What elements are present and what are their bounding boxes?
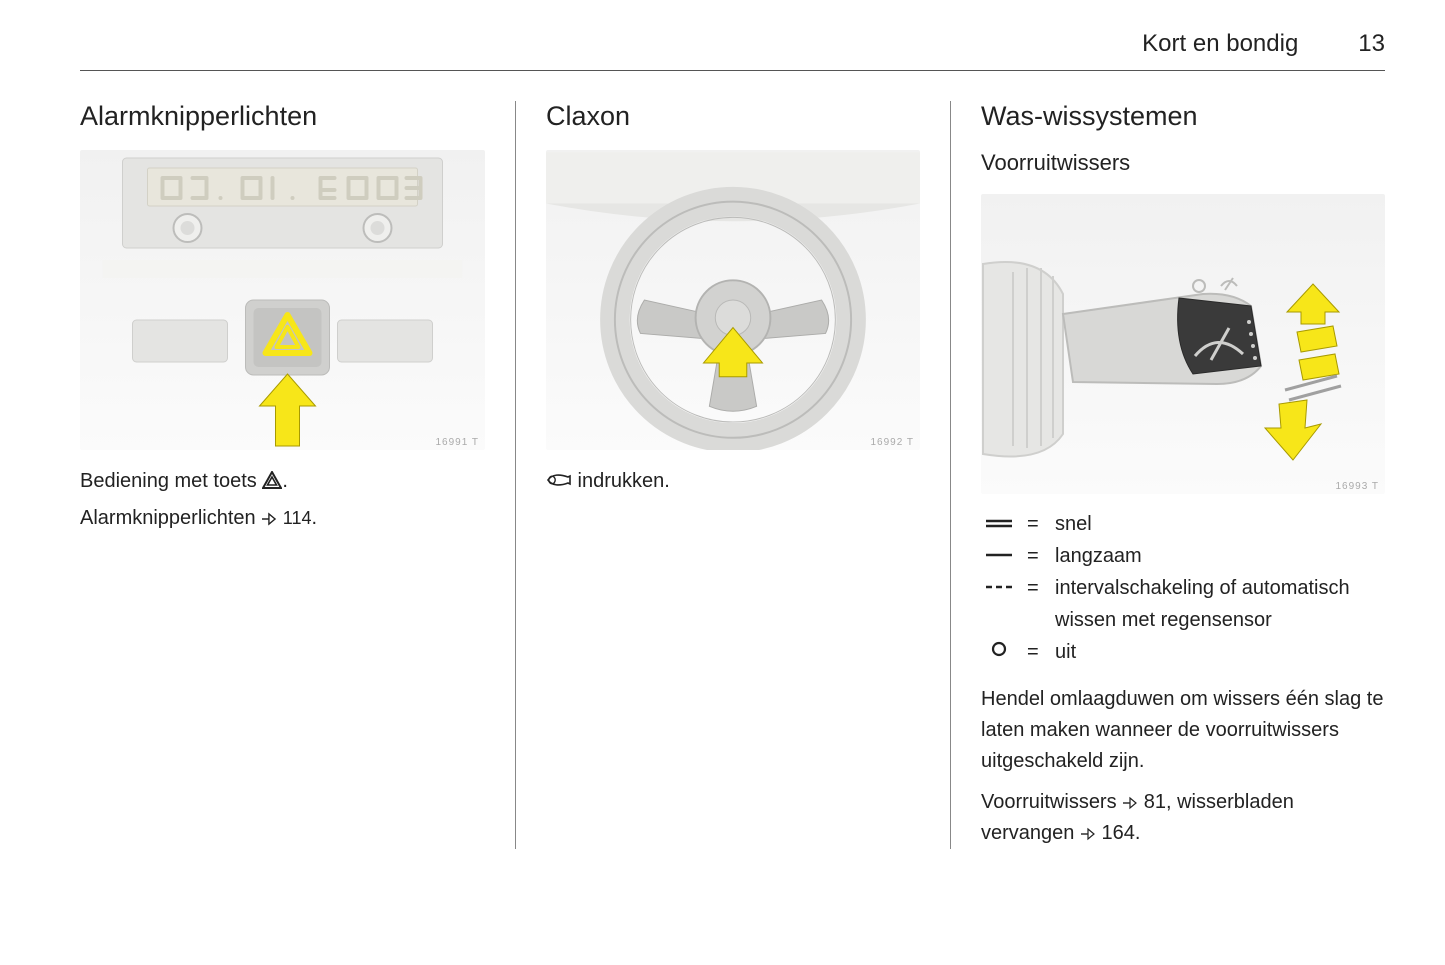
fast-symbol-icon bbox=[984, 516, 1014, 530]
col3-ref2: 164 bbox=[1102, 822, 1135, 844]
header-page-number: 13 bbox=[1358, 30, 1385, 58]
header-section: Kort en bondig bbox=[1142, 30, 1298, 58]
col1-text2: Alarmknipperlichten 114. bbox=[80, 503, 485, 534]
col3-para2-after: . bbox=[1135, 822, 1141, 844]
col-hazard-lights: Alarmknipperlichten bbox=[80, 101, 515, 849]
columns: Alarmknipperlichten bbox=[80, 101, 1385, 849]
hazard-triangle-icon bbox=[262, 471, 282, 489]
legend-row-slow: = langzaam bbox=[981, 540, 1385, 572]
col-horn: Claxon bbox=[515, 101, 950, 849]
off-symbol-icon bbox=[984, 640, 1014, 658]
col3-para1: Hendel omlaagduwen om wissers één slag t… bbox=[981, 684, 1385, 777]
col1-text2-after: . bbox=[311, 507, 317, 529]
col1-title: Alarmknipperlichten bbox=[80, 101, 485, 132]
figure-steering-wheel: 16992 T bbox=[546, 150, 920, 450]
legend-desc-fast: snel bbox=[1055, 508, 1385, 540]
legend-sym-off bbox=[981, 636, 1017, 668]
horn-icon bbox=[546, 471, 572, 489]
page-ref-arrow-icon bbox=[1122, 796, 1138, 810]
page-ref-arrow-icon bbox=[261, 512, 277, 526]
col3-para2: Voorruitwissers 81, wisserbladen vervang… bbox=[981, 787, 1385, 849]
legend-desc-off: uit bbox=[1055, 636, 1385, 668]
figure3-id: 16993 T bbox=[1335, 481, 1379, 492]
figure-wiper-stalk: 16993 T bbox=[981, 194, 1385, 494]
col2-text1-text: indrukken. bbox=[572, 470, 670, 492]
col2-text1: indrukken. bbox=[546, 466, 920, 497]
legend-row-fast: = snel bbox=[981, 508, 1385, 540]
wiper-stalk-illustration bbox=[981, 194, 1385, 494]
col1-text2-before: Alarmknipperlichten bbox=[80, 507, 261, 529]
interval-symbol-icon bbox=[984, 580, 1014, 594]
col2-title: Claxon bbox=[546, 101, 920, 132]
col3-title: Was-wissystemen bbox=[981, 101, 1385, 132]
col3-ref1: 81 bbox=[1144, 791, 1166, 813]
col-wiper-systems: Was-wissystemen Voorruitwissers bbox=[950, 101, 1385, 849]
legend-eq: = bbox=[1027, 636, 1045, 668]
hazard-illustration bbox=[80, 150, 485, 450]
col3-para2-before: Voorruitwissers bbox=[981, 791, 1122, 813]
page-header: Kort en bondig 13 bbox=[80, 30, 1385, 71]
legend-sym-interval bbox=[981, 572, 1017, 636]
legend-row-interval: = intervalschakeling of automatisch wiss… bbox=[981, 572, 1385, 636]
legend-sym-fast bbox=[981, 508, 1017, 540]
col1-text1-after: . bbox=[282, 470, 288, 492]
col1-ref: 114 bbox=[283, 508, 312, 528]
figure-hazard-button: 16991 T bbox=[80, 150, 485, 450]
legend-row-off: = uit bbox=[981, 636, 1385, 668]
col1-text1: Bediening met toets . bbox=[80, 466, 485, 497]
figure2-id: 16992 T bbox=[870, 437, 914, 448]
slow-symbol-icon bbox=[984, 548, 1014, 562]
legend-eq: = bbox=[1027, 508, 1045, 540]
legend-sym-slow bbox=[981, 540, 1017, 572]
legend-eq: = bbox=[1027, 540, 1045, 572]
page-ref-arrow-icon bbox=[1080, 827, 1096, 841]
legend-eq: = bbox=[1027, 572, 1045, 636]
col3-subtitle: Voorruitwissers bbox=[981, 150, 1385, 176]
steering-wheel-illustration bbox=[546, 150, 920, 450]
col1-text1-before: Bediening met toets bbox=[80, 470, 262, 492]
legend-desc-interval: intervalschakeling of automatisch wissen… bbox=[1055, 572, 1385, 636]
legend-desc-slow: langzaam bbox=[1055, 540, 1385, 572]
figure1-id: 16991 T bbox=[435, 437, 479, 448]
wiper-legend: = snel = langzaam = intervalschakeling o… bbox=[981, 508, 1385, 668]
